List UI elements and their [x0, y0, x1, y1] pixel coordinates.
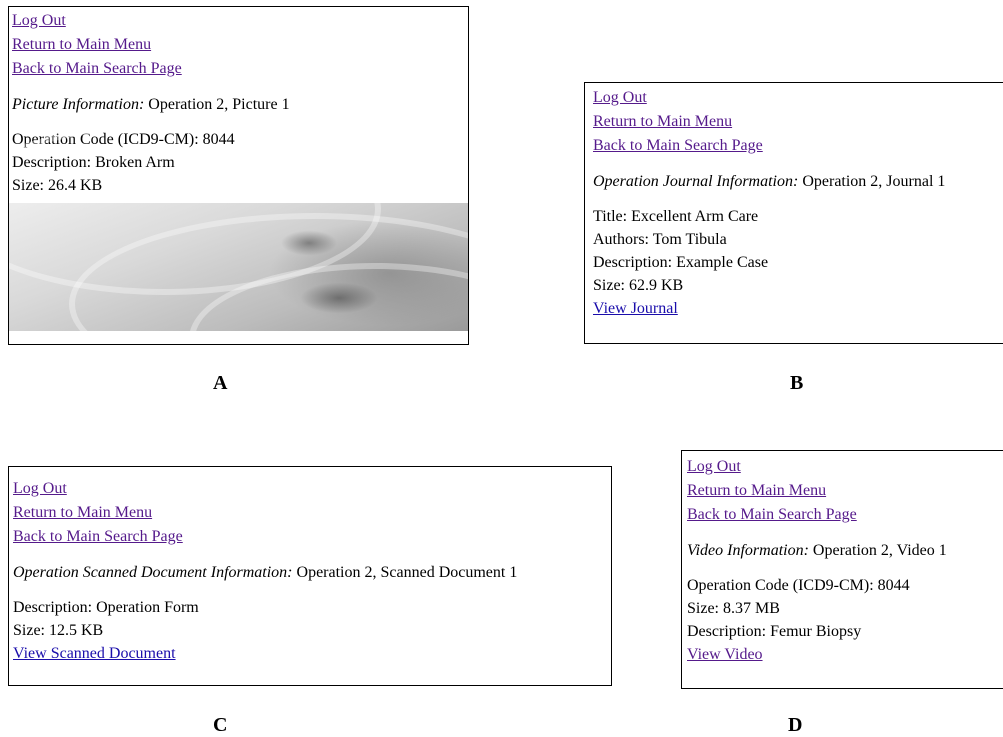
operation-code: Operation Code (ICD9-CM): 8044	[687, 577, 910, 594]
log-out-link[interactable]: Log Out	[593, 89, 647, 106]
info-heading: Operation Journal Information: Operation…	[593, 170, 1003, 193]
log-out-link[interactable]: Log Out	[12, 12, 66, 29]
panel-b-caption: B	[790, 372, 804, 394]
log-out-link[interactable]: Log Out	[13, 480, 67, 497]
view-scanned-document-link[interactable]: View Scanned Document	[13, 645, 176, 662]
journal-title: Title: Excellent Arm Care	[593, 208, 759, 225]
info-value: Operation 2, Picture 1	[144, 96, 290, 113]
panel-c-scanned-document-info: Log Out Return to Main Menu Back to Main…	[8, 466, 612, 686]
description: Description: Example Case	[593, 254, 769, 271]
nav-links: Log Out Return to Main Menu Back to Main…	[12, 9, 465, 81]
info-label: Operation Scanned Document Information:	[13, 564, 293, 581]
log-out-link[interactable]: Log Out	[687, 458, 741, 475]
info-heading: Operation Scanned Document Information: …	[13, 561, 607, 584]
nav-links: Log Out Return to Main Menu Back to Main…	[687, 455, 1003, 527]
view-journal-link[interactable]: View Journal	[593, 300, 678, 317]
info-heading: Picture Information: Operation 2, Pictur…	[12, 93, 465, 116]
panel-a-caption: A	[213, 372, 228, 394]
panel-d-video-info: Log Out Return to Main Menu Back to Main…	[681, 450, 1003, 689]
authors: Authors: Tom Tibula	[593, 231, 727, 248]
description: Description: Femur Biopsy	[687, 623, 862, 640]
info-label: Operation Journal Information:	[593, 173, 799, 190]
return-main-menu-link[interactable]: Return to Main Menu	[12, 36, 152, 53]
info-heading: Video Information: Operation 2, Video 1	[687, 539, 1003, 562]
view-video-link[interactable]: View Video	[687, 646, 763, 663]
panel-c-caption: C	[213, 714, 228, 736]
back-main-search-link[interactable]: Back to Main Search Page	[12, 60, 182, 77]
size: Size: 8.37 MB	[687, 600, 780, 617]
size: Size: 62.9 KB	[593, 277, 684, 294]
panel-d-caption: D	[788, 714, 803, 736]
info-value: Operation 2, Video 1	[808, 542, 947, 559]
nav-links: Log Out Return to Main Menu Back to Main…	[13, 477, 607, 549]
back-main-search-link[interactable]: Back to Main Search Page	[687, 506, 857, 523]
info-value: Operation 2, Scanned Document 1	[292, 564, 518, 581]
x-ray-picture[interactable]	[9, 123, 468, 344]
description: Description: Operation Form	[13, 599, 199, 616]
info-value: Operation 2, Journal 1	[798, 173, 946, 190]
return-main-menu-link[interactable]: Return to Main Menu	[13, 504, 153, 521]
back-main-search-link[interactable]: Back to Main Search Page	[593, 137, 763, 154]
size: Size: 12.5 KB	[13, 622, 104, 639]
return-main-menu-link[interactable]: Return to Main Menu	[687, 482, 827, 499]
panel-a-picture-info: Log Out Return to Main Menu Back to Main…	[8, 6, 469, 345]
panel-b-journal-info: Log Out Return to Main Menu Back to Main…	[584, 82, 1003, 344]
nav-links: Log Out Return to Main Menu Back to Main…	[593, 86, 1003, 158]
info-label: Video Information:	[687, 542, 809, 559]
info-label: Picture Information:	[12, 96, 145, 113]
back-main-search-link[interactable]: Back to Main Search Page	[13, 528, 183, 545]
return-main-menu-link[interactable]: Return to Main Menu	[593, 113, 733, 130]
